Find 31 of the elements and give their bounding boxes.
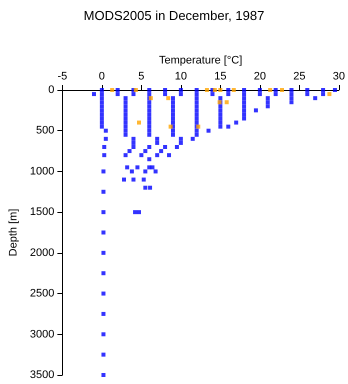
- x-tick-label: 25: [293, 70, 306, 82]
- point: [218, 88, 222, 92]
- point: [212, 88, 217, 92]
- y-tick-label: 3000: [30, 328, 54, 340]
- point: [110, 88, 114, 92]
- x-tick-label: 30: [332, 70, 346, 82]
- x-tick-label: -5: [57, 70, 68, 82]
- x-tick-label: 20: [254, 70, 266, 82]
- y-tick-label: 2000: [30, 246, 54, 259]
- point: [134, 88, 138, 92]
- y-tick-label: 1500: [30, 206, 54, 218]
- x-axis-title: Temperature [°C]: [158, 54, 242, 67]
- x-tick-label: 0: [98, 70, 105, 82]
- point: [224, 100, 229, 104]
- y-axis-title: Depth [m]: [8, 208, 20, 256]
- point: [327, 92, 332, 96]
- point: [166, 96, 170, 100]
- y-tick-label: 0: [48, 84, 54, 96]
- point: [232, 88, 236, 92]
- y-tick-label: 500: [36, 124, 54, 137]
- x-tick-label: 15: [214, 70, 226, 82]
- point: [280, 88, 284, 92]
- y-tick-label: 3500: [30, 369, 54, 381]
- point: [204, 88, 209, 92]
- y-tick-label: 1000: [30, 165, 54, 178]
- x-tick-label: 10: [174, 70, 187, 82]
- point: [268, 88, 272, 92]
- y-tick-label: 2500: [30, 288, 54, 300]
- chart-title: MODS2005 in December, 1987: [84, 8, 264, 23]
- point: [137, 120, 142, 125]
- x-tick-label: 5: [138, 70, 144, 82]
